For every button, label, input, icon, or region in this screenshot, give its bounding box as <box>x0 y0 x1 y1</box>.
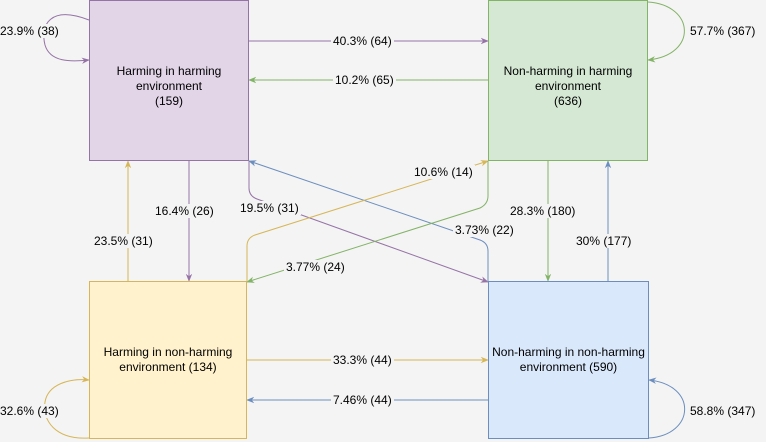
edge-hn-to-nh <box>246 160 489 281</box>
edge-label-nn-to-hn: 7.46% (44) <box>331 393 394 407</box>
edge-label-nn-to-hh: 3.73% (22) <box>453 223 516 237</box>
node-count: (636) <box>553 94 582 108</box>
edge-nn-self <box>648 377 686 439</box>
node-label-line: environment <box>534 79 602 93</box>
edge-label-hh-to-nh: 40.3% (64) <box>331 34 394 48</box>
node-label-line: environment <box>135 79 203 93</box>
edge-label-nh-to-nn: 28.3% (180) <box>508 204 578 218</box>
edge-label-hn-to-nn: 33.3% (44) <box>331 353 394 367</box>
node-harming-in-harming[interactable]: Harming in harming environment (159) <box>89 0 249 161</box>
edge-label-hn-to-hh: 23.5% (31) <box>92 234 155 248</box>
edge-hh-self <box>43 14 90 64</box>
node-count: (159) <box>154 94 183 108</box>
node-label-line: Non-harming in harming <box>503 64 633 78</box>
edge-hn-self <box>44 376 90 439</box>
edge-label-nn-to-nh: 30% (177) <box>574 234 634 248</box>
node-label-line: environment (590) <box>519 360 618 374</box>
node-label-line: environment (134) <box>119 360 217 374</box>
edge-label-nh-to-hn: 3.77% (24) <box>284 260 347 274</box>
edge-nn-to-hh <box>248 160 489 281</box>
node-label-line: Harming in harming <box>116 64 222 78</box>
node-harming-in-non-harming[interactable]: Harming in non-harming environment (134) <box>89 281 247 439</box>
edge-nh-self <box>647 1 685 63</box>
node-non-harming-in-non-harming[interactable]: Non-harming in non-harming environment (… <box>488 281 649 439</box>
edge-label-hh-self: 23.9% (38) <box>0 24 61 38</box>
edge-label-nn-self: 58.8% (347) <box>688 404 758 418</box>
edge-label-nh-self: 57.7% (367) <box>688 24 758 38</box>
edge-nh-to-hn <box>246 161 489 283</box>
edge-label-hh-to-nn: 19.5% (31) <box>238 201 301 215</box>
node-label-line: Harming in non-harming <box>103 345 233 359</box>
edge-label-hn-to-nh: 10.6% (14) <box>412 165 475 179</box>
edge-label-nh-to-hh: 10.2% (65) <box>333 73 396 87</box>
edge-label-hh-to-hn: 16.4% (26) <box>153 204 216 218</box>
edge-label-hn-self: 32.6% (43) <box>0 404 61 418</box>
node-non-harming-in-harming[interactable]: Non-harming in harming environment (636) <box>488 0 648 161</box>
edge-hh-to-nn <box>248 161 489 283</box>
node-label-line: Non-harming in non-harming <box>492 345 645 359</box>
